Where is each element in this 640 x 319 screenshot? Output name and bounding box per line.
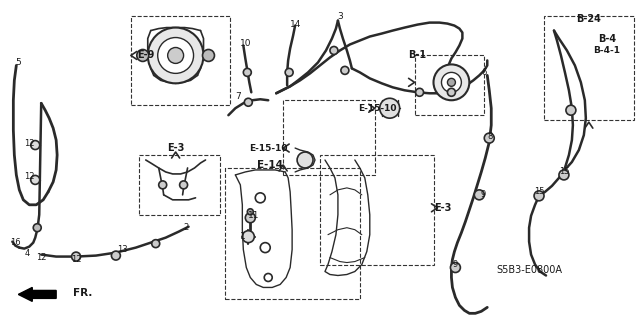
Circle shape xyxy=(297,152,313,168)
Text: B-4: B-4 xyxy=(598,33,616,43)
Circle shape xyxy=(243,68,252,76)
Circle shape xyxy=(247,209,253,215)
Circle shape xyxy=(31,141,40,150)
Text: 10: 10 xyxy=(239,39,251,48)
Circle shape xyxy=(559,170,569,180)
Circle shape xyxy=(168,48,184,63)
Text: 12: 12 xyxy=(24,138,35,148)
Text: E-3: E-3 xyxy=(167,143,184,153)
Circle shape xyxy=(157,38,193,73)
Circle shape xyxy=(330,47,338,55)
Bar xyxy=(320,155,435,264)
Circle shape xyxy=(31,175,40,184)
Text: 14: 14 xyxy=(291,20,302,29)
Circle shape xyxy=(566,105,576,115)
Circle shape xyxy=(264,273,272,281)
Circle shape xyxy=(243,231,254,243)
Text: E-9: E-9 xyxy=(137,50,154,61)
Text: 6: 6 xyxy=(481,68,487,77)
Bar xyxy=(415,56,484,115)
Text: FR.: FR. xyxy=(73,288,92,298)
Text: 7: 7 xyxy=(236,92,241,101)
Circle shape xyxy=(285,68,293,76)
Text: E-15-10: E-15-10 xyxy=(358,104,397,113)
Circle shape xyxy=(33,224,41,232)
Text: 3: 3 xyxy=(337,12,343,21)
Bar xyxy=(131,16,230,105)
Circle shape xyxy=(442,72,461,92)
Text: E-3: E-3 xyxy=(434,203,451,213)
Circle shape xyxy=(341,66,349,74)
Text: 9: 9 xyxy=(452,260,458,269)
Text: 13: 13 xyxy=(118,245,128,254)
Circle shape xyxy=(484,133,494,143)
Text: 5: 5 xyxy=(15,58,21,67)
Bar xyxy=(544,16,634,120)
Circle shape xyxy=(180,181,188,189)
Circle shape xyxy=(255,193,265,203)
Circle shape xyxy=(534,191,544,201)
Text: 12: 12 xyxy=(36,253,47,262)
FancyArrow shape xyxy=(19,287,56,301)
Circle shape xyxy=(245,213,255,223)
Circle shape xyxy=(244,98,252,106)
Bar xyxy=(139,155,220,215)
Circle shape xyxy=(415,88,424,96)
Text: S5B3-E0800A: S5B3-E0800A xyxy=(496,264,562,275)
Text: B-1: B-1 xyxy=(408,50,427,61)
Circle shape xyxy=(137,49,148,62)
Circle shape xyxy=(451,263,460,272)
Circle shape xyxy=(260,243,270,253)
Circle shape xyxy=(159,181,166,189)
Text: 16: 16 xyxy=(10,238,20,247)
Circle shape xyxy=(380,98,399,118)
Text: 12: 12 xyxy=(71,255,81,264)
Text: 8: 8 xyxy=(488,132,493,141)
Circle shape xyxy=(111,251,120,260)
Text: E-15-10: E-15-10 xyxy=(249,144,287,152)
Circle shape xyxy=(433,64,469,100)
Text: 9: 9 xyxy=(481,190,486,199)
Text: 1: 1 xyxy=(239,232,245,241)
Text: E-14: E-14 xyxy=(257,160,284,170)
Text: 15: 15 xyxy=(534,187,544,197)
Text: B-4-1: B-4-1 xyxy=(593,46,620,55)
Text: B-24: B-24 xyxy=(577,14,601,24)
Bar xyxy=(283,100,375,175)
Text: 2: 2 xyxy=(183,223,188,232)
Circle shape xyxy=(202,49,214,62)
Circle shape xyxy=(447,88,456,96)
Text: 15: 15 xyxy=(559,167,569,176)
Circle shape xyxy=(152,240,160,248)
Circle shape xyxy=(447,78,456,86)
Circle shape xyxy=(474,190,484,200)
Text: 4: 4 xyxy=(25,249,30,258)
Circle shape xyxy=(148,27,204,83)
Text: 11: 11 xyxy=(248,211,259,220)
Circle shape xyxy=(72,252,81,261)
Bar xyxy=(225,168,360,300)
Text: 12: 12 xyxy=(24,173,35,182)
